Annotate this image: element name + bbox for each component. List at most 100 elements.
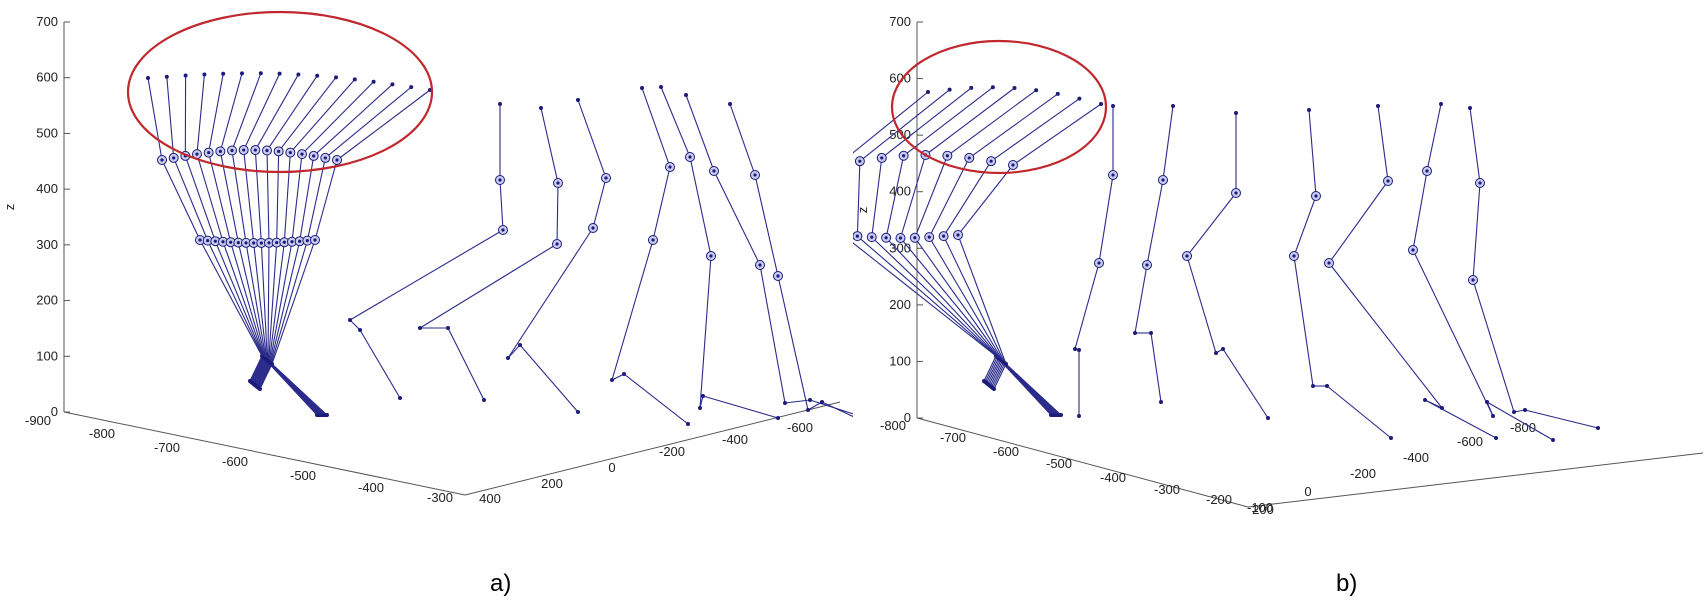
end-point (539, 106, 543, 110)
skeleton-segment (1524, 409, 1599, 429)
skeleton-segment (1293, 255, 1314, 387)
end-point (1059, 413, 1063, 417)
skeleton-segment (1426, 103, 1442, 172)
joint-dot (305, 239, 309, 243)
joint-dot (989, 159, 993, 163)
z-tick-label: 700 (889, 14, 911, 29)
x-tick-label: -300 (1154, 482, 1180, 497)
end-point (1004, 362, 1008, 366)
skeleton-segment (278, 77, 337, 152)
joint-dot (1425, 169, 1429, 173)
skeleton-segment (289, 79, 356, 153)
skeleton-segment (807, 401, 823, 411)
joint-dot (942, 234, 946, 238)
joint-dot (230, 148, 234, 153)
joint-dot (1145, 263, 1149, 267)
skeleton-segment (267, 242, 270, 361)
skeleton-segment (173, 157, 209, 241)
skeleton-segment (271, 239, 316, 365)
skeleton-segment (161, 159, 201, 241)
y-tick-label: 200 (1252, 502, 1274, 517)
end-point (610, 378, 614, 382)
end-point (1440, 406, 1444, 410)
x-tick-label: -900 (25, 413, 51, 428)
joint-dot (1292, 254, 1296, 258)
skeleton-segment (336, 89, 431, 161)
skeleton-segment (699, 255, 712, 409)
skeleton-segment (856, 161, 861, 237)
skeleton-segment (702, 395, 779, 419)
joint-dot (556, 181, 560, 185)
end-point (1376, 104, 1380, 108)
z-tick-label: 100 (36, 348, 58, 363)
skeleton-segment (257, 362, 271, 388)
skeleton-segment (983, 355, 997, 382)
skeleton-segment (899, 154, 927, 239)
skeleton-segment (885, 237, 1001, 360)
z-tick-label: 0 (904, 410, 911, 425)
end-point (808, 398, 812, 402)
end-point (1307, 108, 1311, 112)
skeleton-segment (1098, 174, 1114, 264)
x-tick-label: -300 (427, 490, 453, 505)
end-point (1073, 347, 1077, 351)
skeleton-segment (147, 77, 163, 161)
skeleton-segment (1486, 401, 1494, 417)
skeleton-segment (507, 227, 594, 359)
skeleton-segment (991, 361, 1004, 388)
skeleton-segment (419, 243, 558, 329)
end-point (352, 77, 357, 82)
skeleton-segment (254, 360, 268, 386)
joint-dot (335, 158, 339, 162)
joint-dot (1471, 278, 1475, 282)
skeleton-segment (900, 237, 1002, 361)
x-tick-label: -500 (290, 468, 316, 483)
end-point (992, 387, 996, 391)
caption-a: a) (490, 570, 512, 597)
end-point (164, 74, 169, 79)
joint-dot (277, 149, 281, 153)
skeleton-segment (699, 395, 704, 409)
joint-dot (902, 154, 906, 158)
end-point (240, 71, 244, 76)
skeleton-segment (859, 89, 950, 162)
end-point (358, 328, 362, 332)
end-point (622, 372, 626, 376)
z-tick-label: 0 (51, 404, 58, 419)
skeleton-segment (314, 159, 338, 241)
skeleton-segment (324, 86, 412, 159)
skeleton-segment (993, 363, 1007, 390)
joint-dot (313, 238, 317, 242)
y-axis-line (464, 401, 841, 496)
end-point (1468, 106, 1472, 110)
skeleton-segment (260, 242, 268, 361)
skeleton-segment (611, 239, 654, 381)
z-axis-label: z (855, 207, 870, 214)
skeleton-segment (903, 86, 994, 157)
skeleton-segment (1472, 182, 1481, 281)
end-point (806, 408, 810, 412)
x-axis-line (63, 411, 466, 496)
skeleton-segment (208, 152, 232, 243)
end-point (1234, 111, 1238, 115)
joint-dot (290, 240, 294, 244)
skeleton-segment (713, 170, 761, 266)
joint-dot (1185, 254, 1189, 258)
skeleton-segment (231, 150, 247, 243)
skeleton-segment (1162, 105, 1174, 181)
end-point (334, 75, 338, 80)
chart-panel-b: 700 600 500 400 300 200 100 0 z -800 -700 -600 -500-… (853, 0, 1706, 609)
skeleton-segment (992, 362, 1006, 389)
x-tick-label: -700 (940, 430, 966, 445)
end-point (1311, 384, 1315, 388)
joint-dot (758, 263, 762, 267)
joint-dot (275, 240, 279, 245)
x-tick-label: -400 (358, 480, 384, 495)
joint-dot (229, 240, 233, 244)
skeleton-segment (987, 358, 1001, 385)
y-tick-label: -600 (1457, 434, 1483, 449)
joint-dot (195, 152, 199, 156)
joint-dot (282, 240, 286, 244)
end-point (518, 343, 522, 347)
joint-dot (267, 241, 271, 245)
